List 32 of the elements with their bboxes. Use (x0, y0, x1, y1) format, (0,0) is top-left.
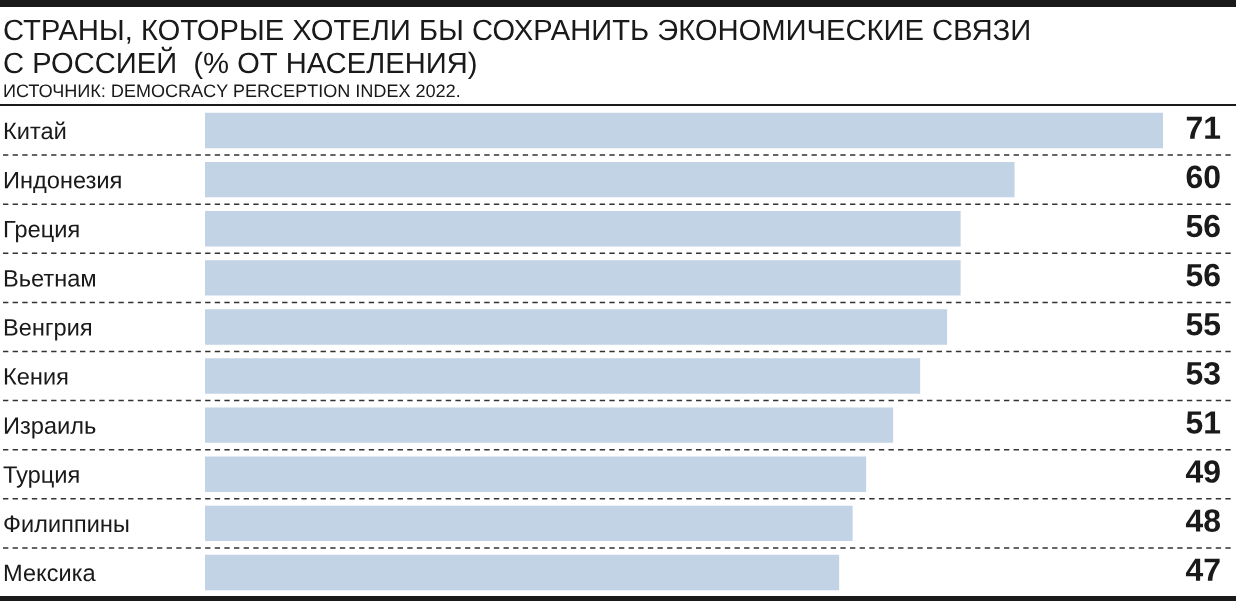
data-label: 56 (1186, 263, 1220, 287)
bar (205, 211, 961, 247)
bar (205, 407, 894, 443)
bar (205, 358, 921, 394)
bar (205, 161, 1015, 198)
bar (205, 112, 1163, 149)
y-tick-label: Индонезия (4, 171, 121, 193)
data-label: 71 (1186, 116, 1221, 139)
data-label: 51 (1186, 411, 1221, 434)
y-tick-label: Турция (3, 466, 79, 488)
y-tick-label: Китай (4, 121, 66, 140)
chart-title: СТРАНЫ, КОТОРЫЕ ХОТЕЛИ БЫ СОХРАНИТЬ ЭКОНОМИЧЕСКИЕ СВЯЗИ С РОССИЕЙ (% ОТ НАСЕЛЕНИЯ) (4, 19, 1029, 80)
data-label: 47 (1185, 558, 1220, 581)
bar (205, 309, 948, 345)
data-label: 49 (1185, 460, 1220, 483)
y-tick-label: Кения (4, 368, 68, 385)
y-tick-label: Венгрия (4, 319, 91, 341)
y-tick-label: Израиль (4, 417, 96, 439)
y-tick-label: Мексика (4, 564, 96, 582)
y-tick-label: Греция (4, 221, 79, 243)
data-label: 55 (1186, 313, 1221, 336)
data-label: 48 (1185, 509, 1221, 532)
bar (205, 260, 961, 296)
data-label: 60 (1186, 165, 1220, 189)
bar (205, 456, 867, 492)
y-tick-label: Вьетнам (4, 270, 95, 287)
text: ИСТОЧНИК: DEMOCRACY PERCEPTION INDEX 2022. (4, 84, 460, 98)
y-tick-label: Филиппины (4, 515, 129, 533)
bar (205, 554, 840, 591)
data-label: 53 (1186, 362, 1220, 385)
bar (205, 505, 853, 542)
data-label: 56 (1186, 214, 1220, 238)
